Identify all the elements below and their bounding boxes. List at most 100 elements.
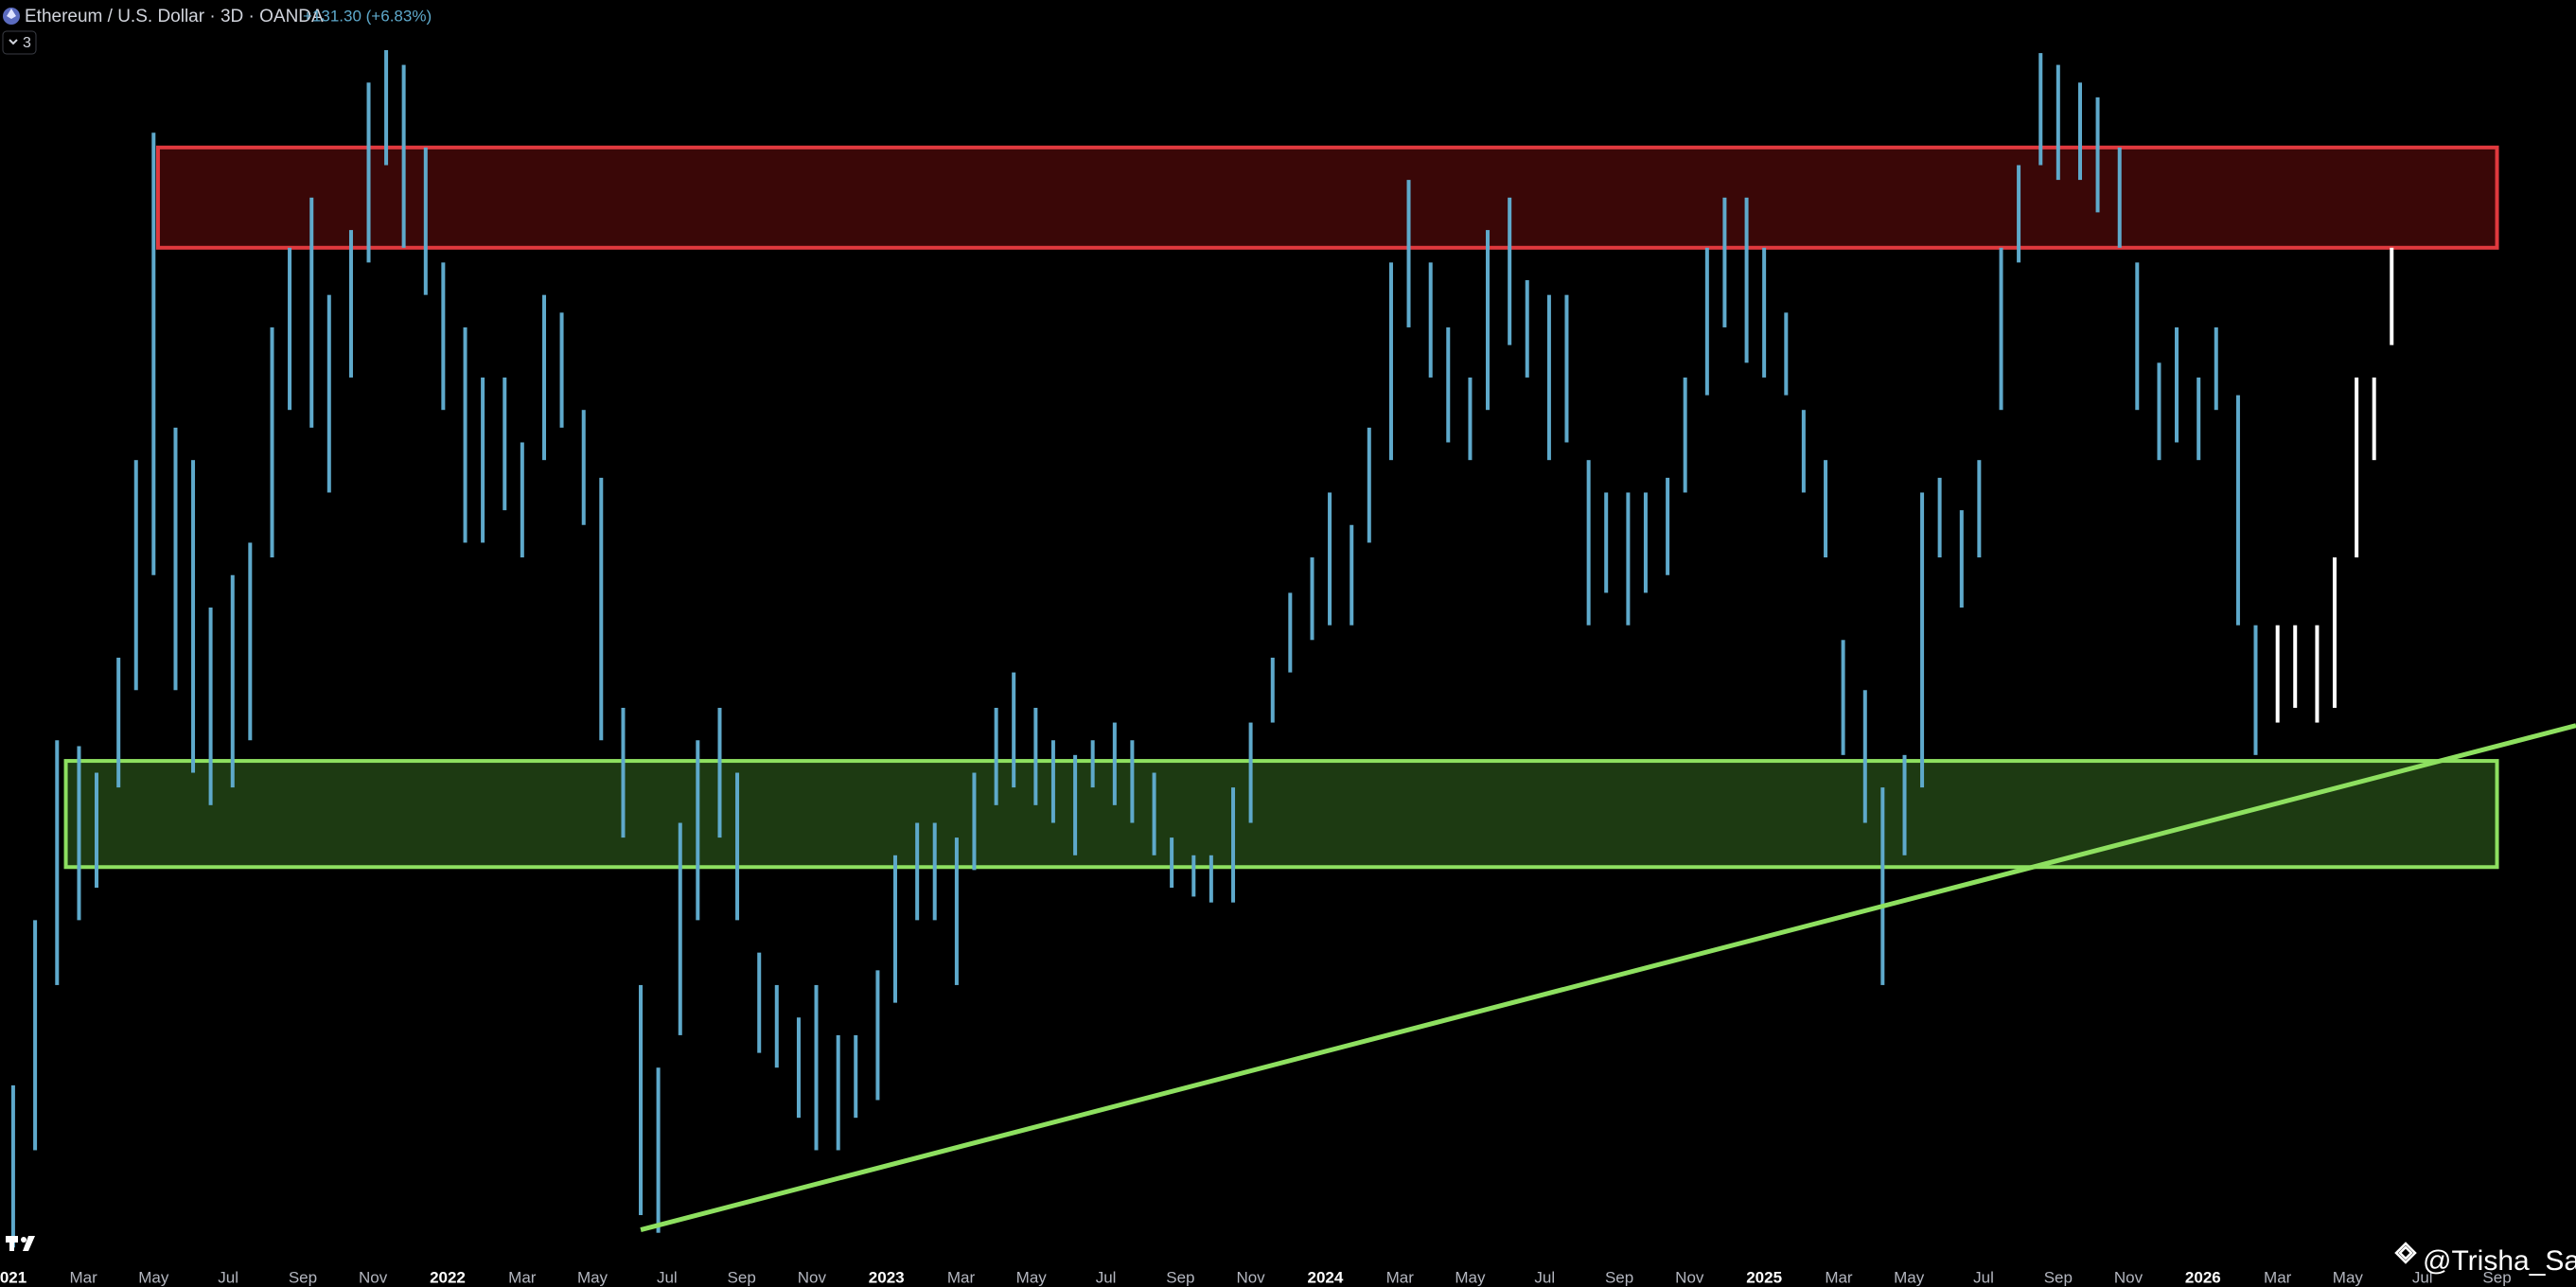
price-bar bbox=[1191, 855, 1196, 897]
price-bar bbox=[2372, 377, 2376, 461]
price-bar bbox=[133, 460, 138, 691]
price-bar bbox=[2275, 625, 2280, 723]
price-bar bbox=[1350, 524, 1354, 626]
price-bar bbox=[2390, 247, 2394, 345]
price-bar bbox=[1643, 492, 1648, 593]
price-bar bbox=[1722, 197, 1727, 327]
price-bar bbox=[326, 294, 331, 493]
price-bar bbox=[1012, 672, 1016, 788]
x-tick-label: 2023 bbox=[869, 1268, 905, 1286]
price-bar bbox=[1744, 197, 1749, 363]
x-tick-label: Jul bbox=[1534, 1268, 1555, 1286]
x-tick-label: Nov bbox=[359, 1268, 388, 1286]
price-bar bbox=[2038, 53, 2043, 166]
price-bar bbox=[2355, 377, 2359, 558]
price-bar bbox=[481, 377, 485, 543]
price-bar bbox=[954, 837, 959, 985]
price-bar bbox=[348, 230, 353, 378]
price-bar bbox=[1666, 477, 1670, 575]
price-bar bbox=[696, 740, 700, 921]
price-bar bbox=[366, 82, 371, 263]
price-bar bbox=[678, 822, 682, 1035]
x-tick-label: Sep bbox=[1166, 1268, 1194, 1286]
x-tick-label: Nov bbox=[798, 1268, 827, 1286]
price-bar bbox=[1959, 510, 1964, 608]
price-bar bbox=[173, 427, 178, 691]
tv-logo bbox=[6, 1236, 35, 1251]
price-bar bbox=[1801, 410, 1806, 493]
price-bar bbox=[972, 772, 977, 871]
price-bar bbox=[1586, 460, 1591, 626]
price-bar bbox=[854, 1034, 858, 1119]
price-bar bbox=[814, 984, 819, 1151]
price-bar bbox=[1977, 460, 1982, 558]
price-bar bbox=[1564, 294, 1569, 443]
watermark-icon bbox=[2394, 1242, 2417, 1264]
price-bar bbox=[892, 855, 897, 1003]
price-bar bbox=[542, 294, 547, 461]
price-bar bbox=[1902, 754, 1907, 855]
logo-part bbox=[23, 1236, 35, 1251]
price-bar bbox=[248, 542, 253, 741]
price-bar bbox=[520, 442, 524, 558]
x-tick-label: May bbox=[577, 1268, 609, 1286]
price-bar bbox=[309, 197, 314, 428]
price-bar bbox=[1762, 247, 1767, 378]
price-bar bbox=[1824, 460, 1828, 558]
price-zone bbox=[63, 759, 2499, 870]
price-bar bbox=[1288, 592, 1293, 673]
x-tick-label: Mar bbox=[508, 1268, 537, 1286]
price-bar bbox=[2117, 147, 2122, 248]
price-bar bbox=[2078, 82, 2083, 181]
price-bar bbox=[1112, 722, 1117, 805]
price-bar bbox=[151, 132, 156, 575]
x-tick-label: Jul bbox=[218, 1268, 238, 1286]
price-bar bbox=[1841, 640, 1845, 755]
x-tick-label: Jul bbox=[2412, 1268, 2433, 1286]
price-bar bbox=[1862, 690, 1867, 823]
x-tick-label: 2025 bbox=[1746, 1268, 1782, 1286]
price-bar bbox=[10, 1084, 15, 1248]
x-tick-label: Mar bbox=[1825, 1268, 1853, 1286]
chart-title: Ethereum / U.S. Dollar · 3D · OANDA bbox=[25, 7, 324, 26]
interval-label: 3 bbox=[23, 35, 31, 51]
price-bar bbox=[33, 920, 38, 1151]
price-change: +131.30 (+6.83%) bbox=[303, 7, 432, 25]
price-bar bbox=[2235, 395, 2240, 626]
price-bar bbox=[1050, 740, 1055, 823]
price-bar bbox=[1468, 377, 1473, 461]
x-tick-label: Sep bbox=[1605, 1268, 1633, 1286]
x-tick-label: Jul bbox=[1096, 1268, 1117, 1286]
logo-part bbox=[9, 1236, 14, 1251]
price-bar bbox=[994, 707, 998, 805]
price-bar bbox=[2175, 326, 2179, 443]
price-bar bbox=[774, 984, 779, 1068]
price-bar bbox=[1209, 855, 1213, 903]
price-bar bbox=[1880, 787, 1885, 985]
price-bar bbox=[1683, 377, 1687, 493]
price-bar bbox=[2197, 377, 2201, 461]
x-tick-label: May bbox=[1455, 1268, 1486, 1286]
watermark: @Trisha_Saha bbox=[2423, 1245, 2576, 1277]
plot-area: 2021 Mar May Jul Sep Nov 2022 Mar May Jul Sep Nov 20… bbox=[0, 49, 2576, 1286]
price-bar bbox=[384, 49, 389, 166]
interval-toggle[interactable] bbox=[2, 30, 37, 55]
price-bar bbox=[230, 574, 235, 788]
price-bar bbox=[2293, 625, 2298, 708]
price-bar bbox=[401, 64, 406, 248]
price-bar bbox=[1525, 280, 1529, 378]
price-bar bbox=[1073, 754, 1078, 855]
x-tick-label: 2021 bbox=[0, 1268, 26, 1286]
price-bar bbox=[875, 970, 880, 1101]
x-tick-label: Nov bbox=[1236, 1268, 1265, 1286]
price-bar bbox=[1388, 262, 1393, 461]
price-bar bbox=[1152, 772, 1156, 855]
x-tick-label: Sep bbox=[728, 1268, 756, 1286]
x-tick-label: Jul bbox=[657, 1268, 678, 1286]
price-bar bbox=[1999, 247, 2003, 411]
price-bar bbox=[1170, 837, 1174, 889]
price-bar bbox=[191, 460, 196, 773]
x-tick-label: 2024 bbox=[1308, 1268, 1344, 1286]
price-bar bbox=[1248, 722, 1253, 823]
